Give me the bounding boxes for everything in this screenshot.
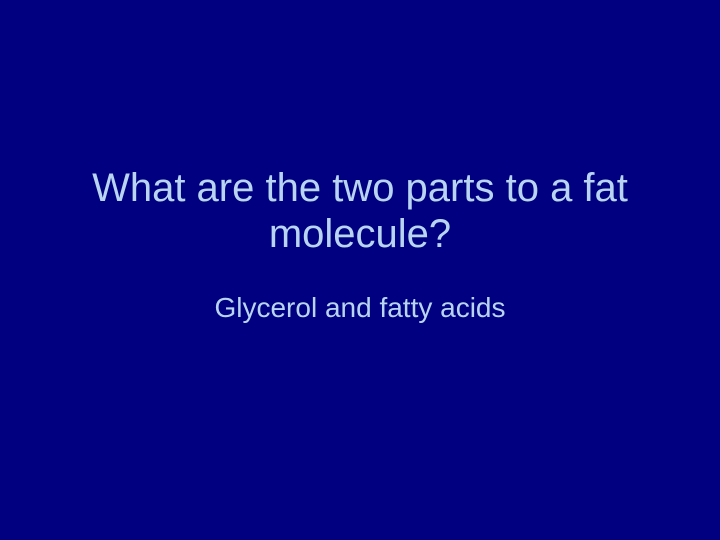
- answer-text: Glycerol and fatty acids: [0, 292, 720, 324]
- slide-container: What are the two parts to a fat molecule…: [0, 0, 720, 540]
- question-text: What are the two parts to a fat molecule…: [0, 165, 720, 257]
